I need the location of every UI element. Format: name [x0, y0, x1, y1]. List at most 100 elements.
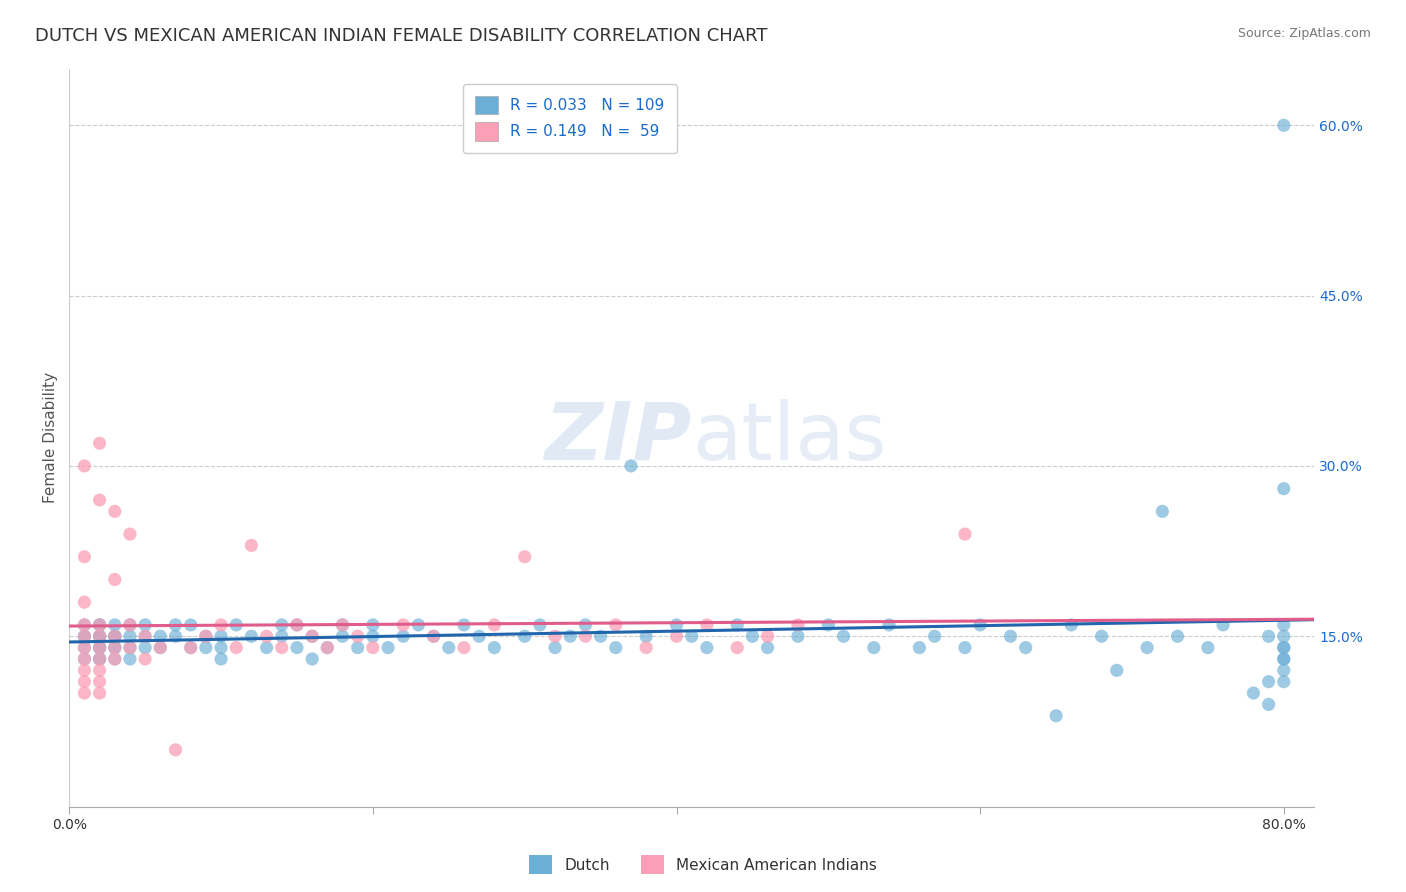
- Point: [89, 493, 111, 508]
- Point: [513, 629, 536, 643]
- Point: [346, 629, 368, 643]
- Point: [73, 674, 96, 689]
- Point: [1272, 674, 1295, 689]
- Point: [73, 652, 96, 666]
- Point: [408, 618, 430, 632]
- Point: [149, 640, 172, 655]
- Point: [270, 640, 292, 655]
- Point: [665, 629, 688, 643]
- Legend: R = 0.033   N = 109, R = 0.149   N =  59: R = 0.033 N = 109, R = 0.149 N = 59: [463, 84, 676, 153]
- Point: [118, 640, 141, 655]
- Point: [332, 618, 354, 632]
- Point: [134, 640, 156, 655]
- Point: [256, 640, 278, 655]
- Point: [1166, 629, 1188, 643]
- Point: [104, 618, 127, 632]
- Point: [437, 640, 460, 655]
- Point: [73, 618, 96, 632]
- Point: [73, 652, 96, 666]
- Point: [605, 640, 627, 655]
- Point: [1060, 618, 1083, 632]
- Point: [89, 652, 111, 666]
- Point: [270, 629, 292, 643]
- Point: [104, 629, 127, 643]
- Point: [285, 640, 308, 655]
- Point: [89, 652, 111, 666]
- Point: [209, 640, 232, 655]
- Point: [89, 629, 111, 643]
- Point: [118, 618, 141, 632]
- Point: [89, 652, 111, 666]
- Point: [89, 618, 111, 632]
- Point: [134, 629, 156, 643]
- Point: [104, 573, 127, 587]
- Point: [361, 629, 384, 643]
- Point: [681, 629, 703, 643]
- Point: [361, 640, 384, 655]
- Point: [73, 549, 96, 564]
- Point: [240, 538, 263, 552]
- Point: [636, 640, 658, 655]
- Point: [118, 527, 141, 541]
- Point: [89, 629, 111, 643]
- Point: [787, 618, 810, 632]
- Point: [104, 652, 127, 666]
- Point: [73, 640, 96, 655]
- Point: [953, 640, 976, 655]
- Point: [149, 629, 172, 643]
- Point: [574, 618, 596, 632]
- Point: [89, 436, 111, 450]
- Point: [285, 618, 308, 632]
- Point: [392, 618, 415, 632]
- Point: [301, 629, 323, 643]
- Point: [165, 618, 187, 632]
- Point: [73, 663, 96, 677]
- Point: [361, 618, 384, 632]
- Point: [240, 629, 263, 643]
- Point: [104, 640, 127, 655]
- Point: [332, 629, 354, 643]
- Point: [1241, 686, 1264, 700]
- Y-axis label: Female Disability: Female Disability: [44, 372, 58, 503]
- Point: [104, 640, 127, 655]
- Point: [422, 629, 444, 643]
- Point: [180, 640, 202, 655]
- Point: [1105, 663, 1128, 677]
- Point: [544, 640, 567, 655]
- Point: [256, 629, 278, 643]
- Point: [118, 652, 141, 666]
- Point: [1257, 674, 1279, 689]
- Point: [301, 629, 323, 643]
- Point: [1212, 618, 1234, 632]
- Point: [589, 629, 612, 643]
- Point: [832, 629, 855, 643]
- Point: [73, 595, 96, 609]
- Point: [1197, 640, 1219, 655]
- Point: [225, 618, 247, 632]
- Point: [1272, 118, 1295, 132]
- Point: [73, 458, 96, 473]
- Point: [225, 640, 247, 655]
- Point: [636, 629, 658, 643]
- Point: [1257, 698, 1279, 712]
- Point: [89, 618, 111, 632]
- Point: [194, 629, 217, 643]
- Point: [165, 743, 187, 757]
- Point: [756, 629, 779, 643]
- Point: [1152, 504, 1174, 518]
- Point: [73, 629, 96, 643]
- Point: [544, 629, 567, 643]
- Point: [89, 640, 111, 655]
- Point: [453, 618, 475, 632]
- Point: [180, 640, 202, 655]
- Point: [1272, 618, 1295, 632]
- Point: [270, 618, 292, 632]
- Point: [194, 629, 217, 643]
- Point: [1015, 640, 1038, 655]
- Point: [89, 629, 111, 643]
- Point: [73, 618, 96, 632]
- Point: [574, 629, 596, 643]
- Point: [529, 618, 551, 632]
- Point: [89, 663, 111, 677]
- Point: [877, 618, 900, 632]
